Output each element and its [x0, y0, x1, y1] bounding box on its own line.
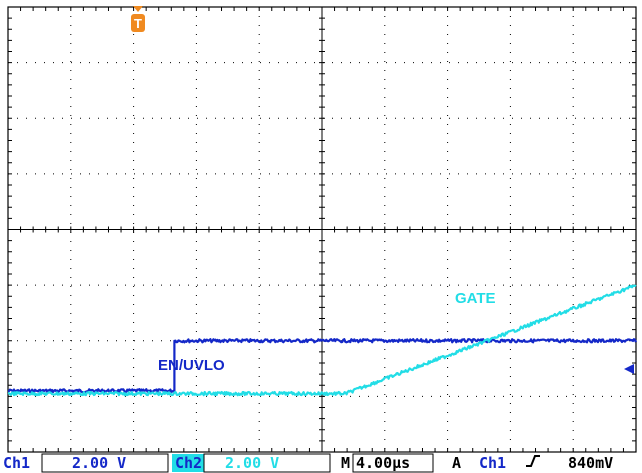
trigger-source: Ch1 [479, 454, 506, 472]
trigger-marker-box [131, 14, 145, 32]
timebase-prefix: M [341, 454, 350, 472]
rising-edge-icon [526, 455, 540, 467]
trace-en-uvlo [7, 338, 638, 394]
ch2-name-box [172, 454, 204, 472]
timebase-box [352, 453, 434, 473]
ch1-name: Ch1 [3, 454, 30, 472]
traces [7, 284, 638, 397]
ch1-reference-arrow-icon [624, 364, 634, 374]
ch2-name: Ch2 [175, 454, 202, 472]
trigger-mode: A [452, 454, 461, 472]
trigger-level: 840mV [568, 454, 613, 472]
status-bar: Ch1 2.00 V Ch2 2.00 V M 4.00µs A Ch1 840… [3, 453, 613, 473]
graticule [7, 6, 637, 453]
trigger-marker: T [131, 6, 145, 32]
ch1-scale: 2.00 V [72, 454, 126, 472]
ch2-scale: 2.00 V [225, 454, 279, 472]
en-uvlo-label: EN/UVLO [158, 357, 225, 374]
timebase: 4.00µs [356, 454, 410, 472]
trigger-arrow-icon [133, 6, 143, 12]
trigger-marker-letter: T [134, 16, 142, 31]
trace-labels: GATE EN/UVLO [158, 290, 496, 374]
gate-label: GATE [455, 290, 496, 307]
trace-gate [7, 284, 637, 397]
ch2-scale-box [203, 453, 331, 473]
ch1-scale-box [41, 453, 169, 473]
